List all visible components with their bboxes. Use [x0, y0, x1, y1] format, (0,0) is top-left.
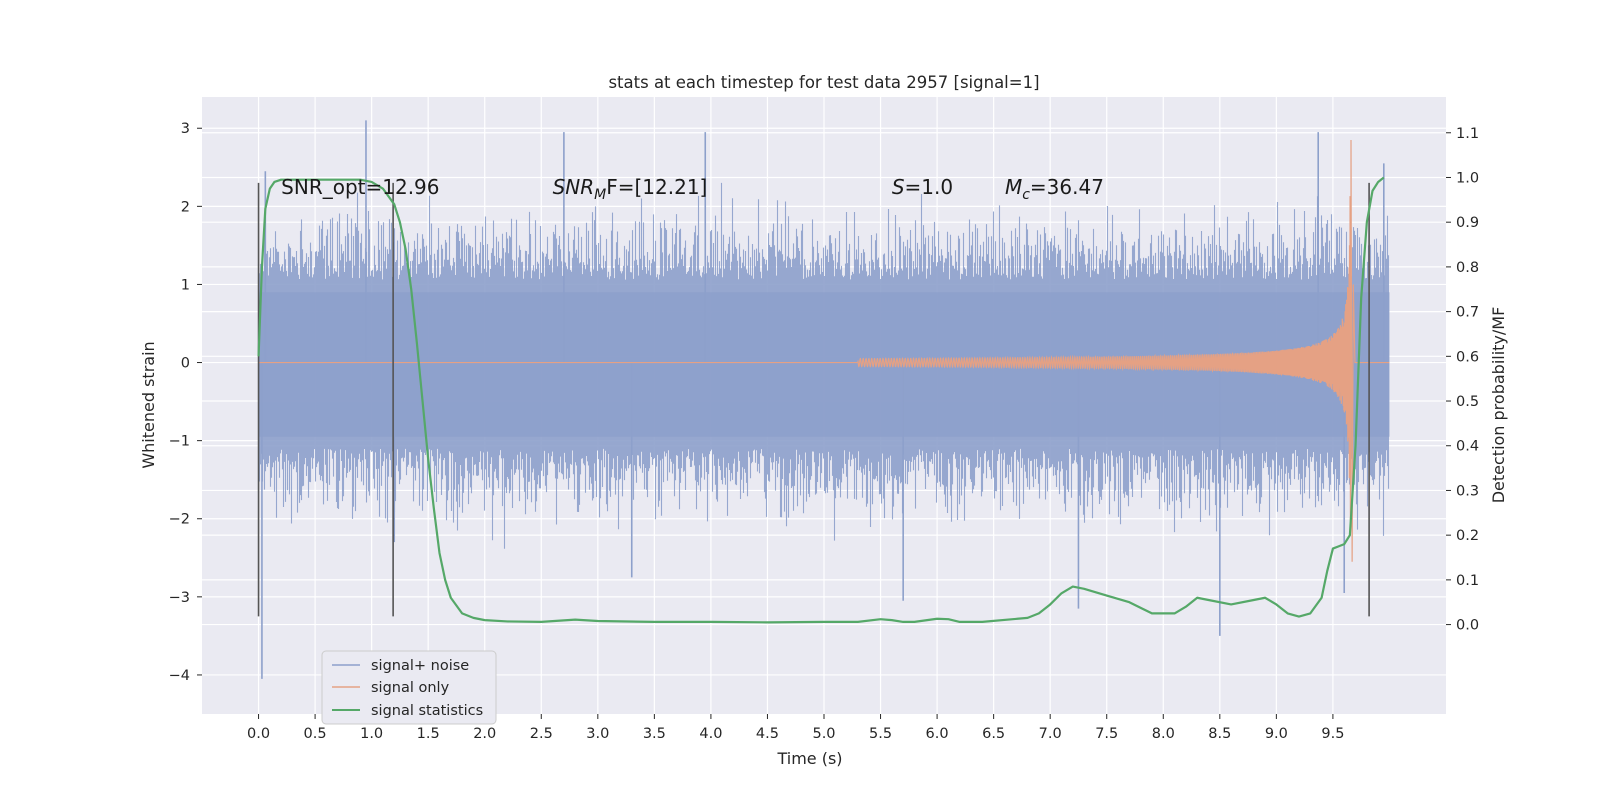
legend-label-signal-only: signal only [371, 680, 450, 696]
y-right-tick-label: 0.7 [1456, 305, 1479, 321]
annotation-prefix: M [1005, 175, 1022, 199]
y-right-tick-label: 1.0 [1456, 170, 1479, 186]
legend-label-signal-plus-noise: signal+ noise [371, 658, 469, 674]
x-tick-label: 5.0 [812, 726, 835, 742]
x-tick-label: 9.5 [1321, 726, 1344, 742]
annotation-suffix: F=[12.21] [606, 175, 707, 199]
x-tick-label: 7.0 [1039, 726, 1062, 742]
legend-label-signal-statistics: signal statistics [371, 703, 483, 719]
y-tick-label: −2 [169, 512, 190, 528]
y-right-axis-label: Detection probability/MF [1489, 307, 1508, 504]
series-signal-only [258, 139, 1390, 562]
y-tick-label: 1 [181, 277, 190, 293]
y-right-tick-label: 0.2 [1456, 528, 1479, 544]
x-tick-label: 5.5 [869, 726, 892, 742]
x-tick-label: 6.5 [982, 726, 1005, 742]
x-tick-label: 6.0 [926, 726, 949, 742]
annotation-prefix: S [892, 175, 905, 199]
x-tick-label: 0.0 [247, 726, 270, 742]
y-right-tick-label: 0.0 [1456, 618, 1479, 634]
annotation-prefix: SNR_opt [281, 175, 365, 199]
y-tick-label: 2 [181, 199, 190, 215]
annotations: SNR_opt=12.96 SNRMF=[12.21] S=1.0 Mc=36.47 [281, 175, 1104, 203]
y-tick-label: 3 [181, 121, 190, 137]
signal-chirp [857, 139, 1390, 562]
legend: signal+ noise signal only signal statist… [321, 650, 497, 725]
annotation-2: S=1.0 [892, 175, 953, 199]
y-right-tick-label: 0.1 [1456, 573, 1479, 589]
x-tick-label: 1.5 [417, 726, 440, 742]
annotation-subscript: c [1022, 187, 1030, 203]
x-tick-label: 0.5 [304, 726, 327, 742]
x-tick-label: 9.0 [1265, 726, 1288, 742]
annotation-suffix: =36.47 [1030, 175, 1104, 199]
x-tick-label: 4.5 [756, 726, 779, 742]
x-tick-label: 3.0 [586, 726, 609, 742]
legend-box [321, 650, 497, 725]
y-axis-label: Whitened strain [139, 341, 158, 468]
x-tick-label: 8.0 [1152, 726, 1175, 742]
x-tick-label: 2.5 [530, 726, 553, 742]
annotation-prefix: SNR [553, 175, 595, 199]
x-tick-label: 3.5 [643, 726, 666, 742]
y-right-tick-label: 1.1 [1456, 126, 1479, 142]
y-right-tick-label: 0.8 [1456, 260, 1479, 276]
y-right-tick-label: 0.5 [1456, 394, 1479, 410]
series-signal-statistics [257, 176, 1385, 624]
x-axis-ticks: 0.0 0.5 1.0 1.5 2.0 2.5 3.0 3.5 4.0 4.5 5.0 5.5 6.0 6… [247, 714, 1344, 742]
x-tick-label: 4.0 [699, 726, 722, 742]
y-tick-label: 0 [181, 356, 190, 372]
y-right-tick-label: 0.3 [1456, 483, 1479, 499]
annotation-1: SNRMF=[12.21] [553, 175, 708, 203]
x-tick-label: 7.5 [1095, 726, 1118, 742]
annotation-0: SNR_opt=12.96 [281, 175, 439, 199]
y-right-tick-label: 0.6 [1456, 349, 1479, 365]
y-axis-ticks: 3 2 1 0 −1 −2 −3 −4 [169, 121, 202, 684]
annotation-suffix: =12.96 [365, 175, 439, 199]
y-tick-label: −4 [169, 668, 190, 684]
annotation-subscript: M [594, 187, 606, 203]
y-right-axis-ticks: 1.1 1.0 0.9 0.8 0.7 0.6 0.5 0.4 0.3 0.2 0.1 0.0 [1446, 126, 1479, 634]
y-tick-label: −3 [169, 590, 190, 606]
x-tick-label: 8.5 [1208, 726, 1231, 742]
annotation-3: Mc=36.47 [1005, 175, 1104, 203]
vertical-markers [257, 182, 1370, 617]
chart-title: stats at each timestep for test data 295… [608, 73, 1039, 92]
y-tick-label: −1 [169, 434, 190, 450]
y-right-tick-label: 0.4 [1456, 439, 1479, 455]
x-tick-label: 1.0 [360, 726, 383, 742]
x-axis-label: Time (s) [776, 749, 842, 768]
statistics-line [257, 176, 1385, 624]
x-tick-label: 2.0 [473, 726, 496, 742]
y-right-tick-label: 0.9 [1456, 215, 1479, 231]
annotation-suffix: =1.0 [905, 175, 954, 199]
